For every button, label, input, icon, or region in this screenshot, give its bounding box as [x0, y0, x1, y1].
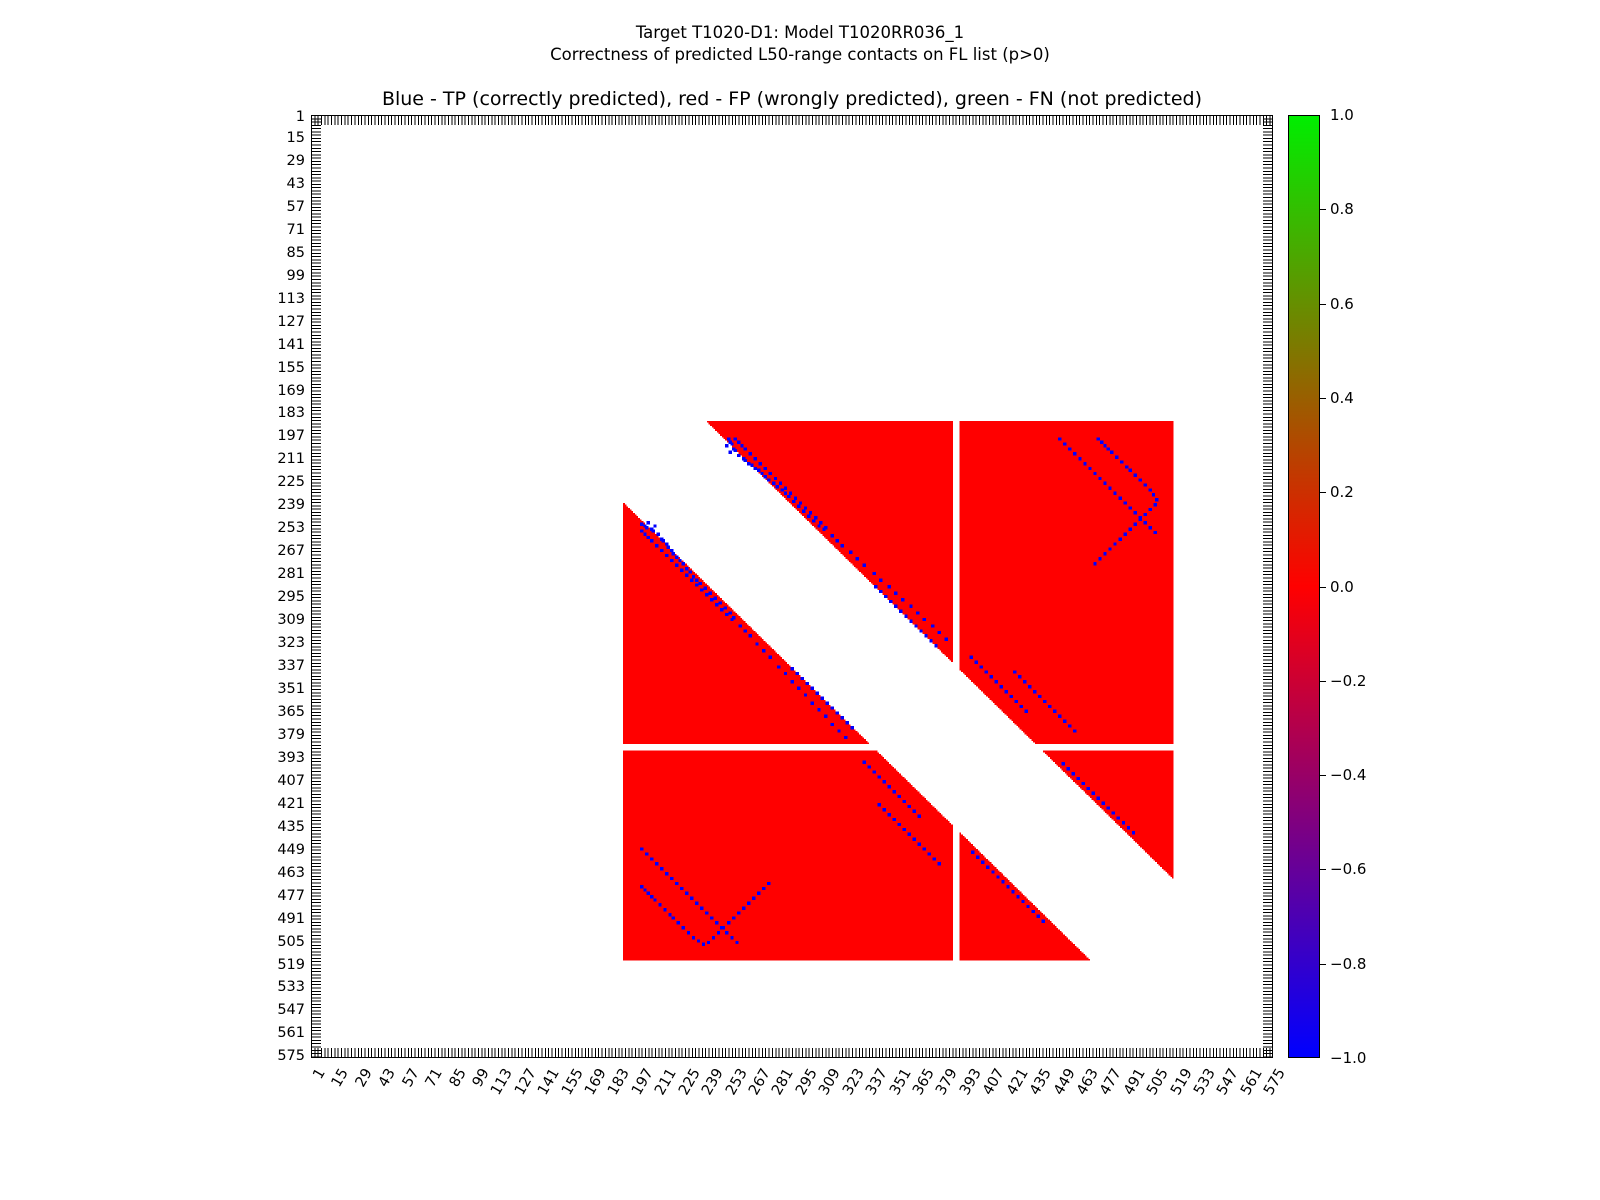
y-axis-tick-label: 267 — [277, 543, 305, 560]
colorbar: 1.0 0.8 0.6 0.4 0.2 0.0 −0.2 −0.4 −0.6 −0.8 −1.0 — [1288, 106, 1366, 1067]
colorbar-tick-label: 0.2 — [1330, 483, 1354, 502]
colorbar-tick-label: 1.0 — [1330, 106, 1354, 124]
y-axis-tick-label: 85 — [286, 244, 305, 261]
colorbar-tick-label: −1.0 — [1330, 1049, 1367, 1067]
colorbar-tick-mark — [1320, 209, 1326, 211]
colorbar-gradient — [1288, 115, 1320, 1058]
colorbar-tick-mark — [1320, 680, 1326, 682]
y-axis-tick-label: 477 — [277, 887, 305, 904]
y-axis-tick-label: 533 — [277, 979, 305, 996]
y-axis-tick-label: 29 — [286, 152, 305, 169]
y-axis-tick-label: 491 — [277, 910, 305, 927]
y-axis-tick-label: 183 — [277, 405, 305, 422]
y-axis-tick-label: 421 — [277, 795, 305, 812]
y-axis-tick-label: 57 — [286, 198, 305, 215]
colorbar-tick-label: 0.0 — [1330, 577, 1354, 596]
colorbar-tick-label: −0.4 — [1330, 766, 1367, 785]
colorbar-tick-mark — [1320, 586, 1326, 588]
y-axis-tick-label: 155 — [277, 359, 305, 376]
y-axis-tick-label: 225 — [277, 474, 305, 491]
colorbar-tick-mark — [1320, 869, 1326, 871]
y-axis-tick-label: 211 — [277, 451, 305, 468]
y-axis-tick-label: 407 — [277, 772, 305, 789]
title-line-1: Target T1020-D1: Model T1020RR036_1 — [635, 23, 965, 42]
y-axis-tick-label: 463 — [277, 864, 305, 881]
y-axis-tick-label: 449 — [277, 841, 305, 858]
y-axis-tick-label: 99 — [286, 267, 305, 284]
y-axis-tick-label: 1 — [295, 109, 305, 125]
colorbar-tick-mark — [1320, 303, 1326, 305]
x-axis-tick-label: 1 — [310, 1066, 329, 1082]
y-axis-tick-label: 519 — [277, 956, 305, 973]
color-legend-caption: Blue - TP (correctly predicted), red - F… — [381, 88, 1203, 110]
x-axis-tick-label: 43 — [376, 1066, 400, 1090]
y-axis-tick-label: 393 — [277, 749, 305, 766]
x-axis-tick-label: 71 — [422, 1066, 446, 1090]
colorbar-tick-mark — [1320, 775, 1326, 777]
title-line-2: Correctness of predicted L50-range conta… — [550, 45, 1050, 65]
contact-map-plot-area — [311, 115, 1273, 1058]
y-axis-tick-labels: 1 15 29 43 57 71 85 99 113 127 141 155 169 183 197 211 2… — [250, 0, 305, 1200]
contact-map-canvas — [312, 116, 1272, 1057]
y-axis-tick-label: 71 — [286, 221, 305, 238]
colorbar-tick-label: 0.4 — [1330, 388, 1354, 407]
colorbar-tick-mark — [1320, 397, 1326, 399]
colorbar-tick-label: 0.6 — [1330, 294, 1354, 313]
colorbar-tick-mark — [1320, 492, 1326, 494]
y-axis-tick-label: 295 — [277, 589, 305, 606]
colorbar-tick-label: −0.8 — [1330, 954, 1367, 973]
y-axis-tick-label: 281 — [277, 566, 305, 583]
y-axis-tick-label: 43 — [286, 175, 305, 192]
y-axis-tick-label: 169 — [277, 382, 305, 399]
y-axis-tick-label: 379 — [277, 726, 305, 743]
y-axis-tick-label: 561 — [277, 1025, 305, 1042]
y-axis-tick-label: 253 — [277, 520, 305, 537]
y-axis-tick-label: 435 — [277, 818, 305, 835]
y-axis-tick-label: 127 — [277, 313, 305, 330]
y-axis-tick-label: 239 — [277, 497, 305, 514]
colorbar-tick-label: −0.6 — [1330, 860, 1367, 879]
colorbar-tick-mark — [1320, 963, 1326, 965]
y-axis-tick-label: 351 — [277, 681, 305, 697]
colorbar-tick-label: −0.2 — [1330, 671, 1367, 690]
y-axis-tick-label: 309 — [277, 612, 305, 629]
figure-title-block: Target T1020-D1: Model T1020RR036_1 Corr… — [0, 22, 1600, 67]
y-axis-tick-label: 323 — [277, 635, 305, 652]
y-axis-tick-label: 15 — [286, 129, 305, 146]
colorbar-tick-label: 0.8 — [1330, 200, 1354, 219]
y-axis-tick-label: 113 — [277, 290, 305, 307]
y-axis-tick-label: 547 — [277, 1002, 305, 1019]
y-axis-tick-label: 505 — [277, 933, 305, 950]
y-axis-tick-label: 575 — [277, 1048, 305, 1065]
y-axis-tick-label: 365 — [277, 703, 305, 720]
y-axis-tick-label: 141 — [277, 336, 305, 353]
y-axis-tick-label: 337 — [277, 658, 305, 675]
y-axis-tick-label: 197 — [277, 428, 305, 445]
